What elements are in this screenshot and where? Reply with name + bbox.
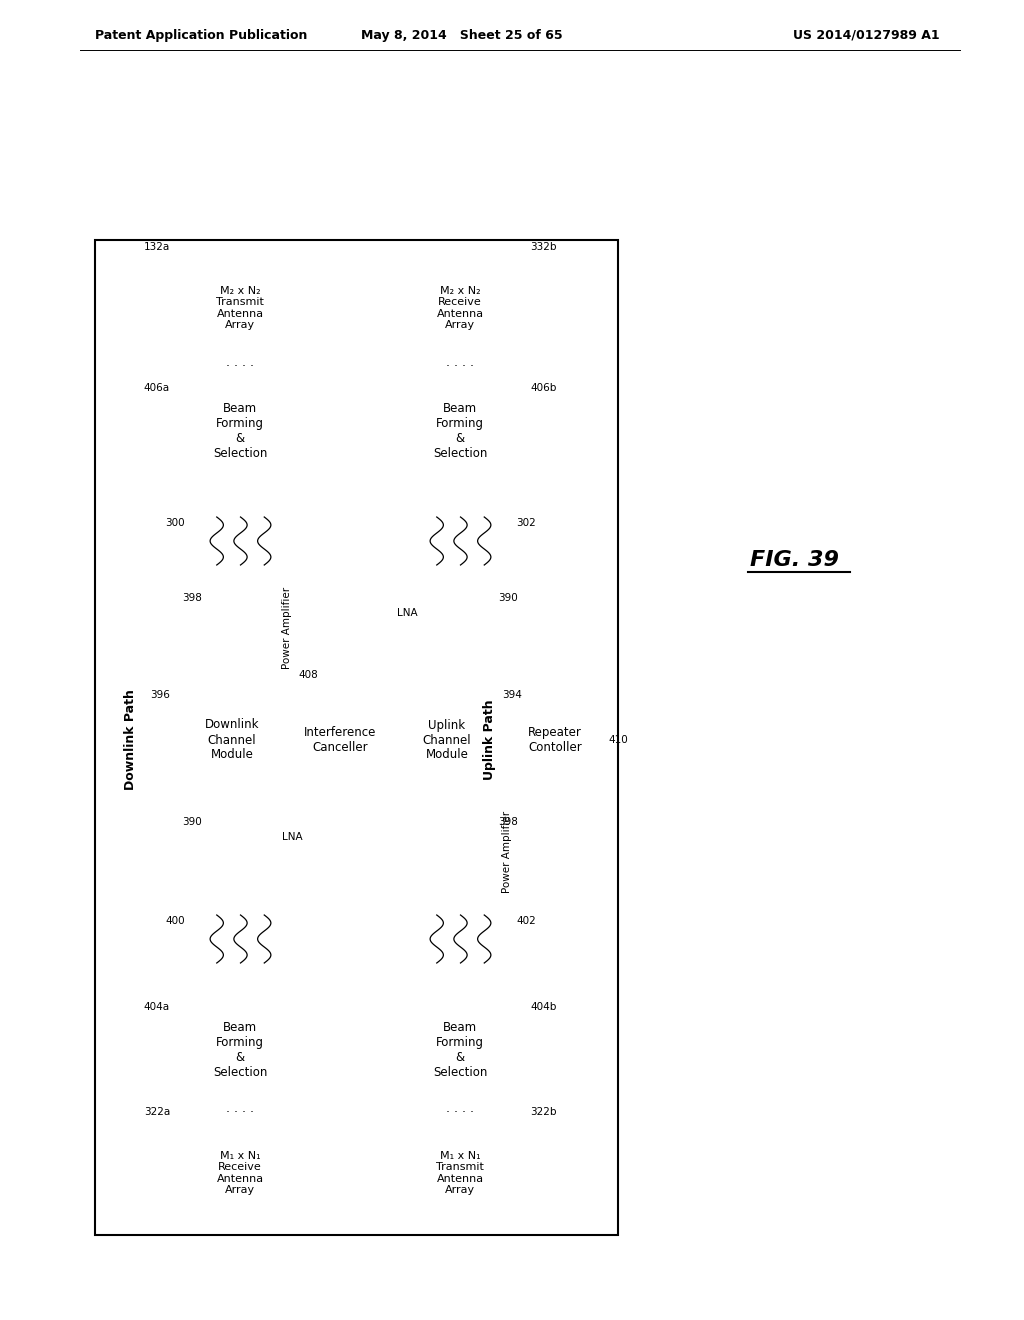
Text: Beam
Forming
&
Selection: Beam Forming & Selection (213, 403, 267, 459)
Text: . . . .: . . . . (226, 1102, 254, 1115)
Text: 390: 390 (498, 593, 518, 603)
Text: M₂ x N₂
Transmit
Antenna
Array: M₂ x N₂ Transmit Antenna Array (216, 285, 264, 330)
Text: Repeater
Contoller: Repeater Contoller (528, 726, 582, 754)
Bar (175, 260, 305, 355)
Bar (175, 997, 305, 1102)
Text: . . . .: . . . . (446, 355, 474, 368)
Text: 404b: 404b (530, 1002, 556, 1012)
Text: Power Amplifier: Power Amplifier (502, 810, 512, 894)
Text: 332b: 332b (530, 242, 556, 252)
Bar (180, 685, 285, 795)
Text: 406b: 406b (530, 383, 556, 393)
Bar (193, 511, 288, 572)
Text: Downlink
Channel
Module: Downlink Channel Module (205, 718, 259, 762)
Text: Downlink Path: Downlink Path (124, 689, 136, 791)
Bar (395, 997, 525, 1102)
Text: 322a: 322a (143, 1107, 170, 1117)
Bar (510, 685, 600, 795)
Text: May 8, 2014   Sheet 25 of 65: May 8, 2014 Sheet 25 of 65 (361, 29, 563, 41)
Text: Uplink Path: Uplink Path (483, 700, 497, 780)
Text: Beam
Forming
&
Selection: Beam Forming & Selection (213, 1020, 267, 1078)
Bar (395, 378, 525, 483)
Text: 394: 394 (502, 690, 522, 700)
Text: . . . .: . . . . (226, 355, 254, 368)
Text: Beam
Forming
&
Selection: Beam Forming & Selection (433, 403, 487, 459)
Text: LNA: LNA (397, 609, 418, 618)
Text: 402: 402 (516, 916, 536, 927)
Text: 400: 400 (165, 916, 185, 927)
Bar (193, 909, 288, 969)
Text: . . . .: . . . . (446, 1102, 474, 1115)
Text: Uplink
Channel
Module: Uplink Channel Module (423, 718, 471, 762)
Text: 302: 302 (516, 517, 536, 528)
Text: 398: 398 (182, 593, 202, 603)
Text: M₁ x N₁
Transmit
Antenna
Array: M₁ x N₁ Transmit Antenna Array (436, 1151, 484, 1196)
Text: US 2014/0127989 A1: US 2014/0127989 A1 (794, 29, 940, 41)
Text: 322b: 322b (530, 1107, 556, 1117)
Text: Beam
Forming
&
Selection: Beam Forming & Selection (433, 1020, 487, 1078)
Text: Interference
Canceller: Interference Canceller (304, 726, 376, 754)
Text: 406a: 406a (144, 383, 170, 393)
Text: Patent Application Publication: Patent Application Publication (95, 29, 307, 41)
Text: 132a: 132a (143, 242, 170, 252)
Text: 396: 396 (151, 690, 170, 700)
Bar (175, 378, 305, 483)
Bar (95, 240, 618, 1236)
Text: Power Amplifier: Power Amplifier (282, 587, 292, 669)
Text: 404a: 404a (144, 1002, 170, 1012)
Bar (300, 685, 380, 795)
Bar (395, 685, 500, 795)
Bar (413, 909, 508, 969)
Text: 408: 408 (298, 671, 317, 680)
Bar (413, 511, 508, 572)
Text: LNA: LNA (282, 832, 303, 842)
Bar (395, 1125, 525, 1220)
Text: 390: 390 (182, 817, 202, 828)
Text: FIG. 39: FIG. 39 (750, 550, 839, 570)
Text: 300: 300 (165, 517, 185, 528)
Bar (395, 260, 525, 355)
Text: M₁ x N₁
Receive
Antenna
Array: M₁ x N₁ Receive Antenna Array (216, 1151, 263, 1196)
Text: 398: 398 (498, 817, 518, 828)
Text: 410: 410 (608, 735, 628, 744)
Bar (175, 1125, 305, 1220)
Text: M₂ x N₂
Receive
Antenna
Array: M₂ x N₂ Receive Antenna Array (436, 285, 483, 330)
